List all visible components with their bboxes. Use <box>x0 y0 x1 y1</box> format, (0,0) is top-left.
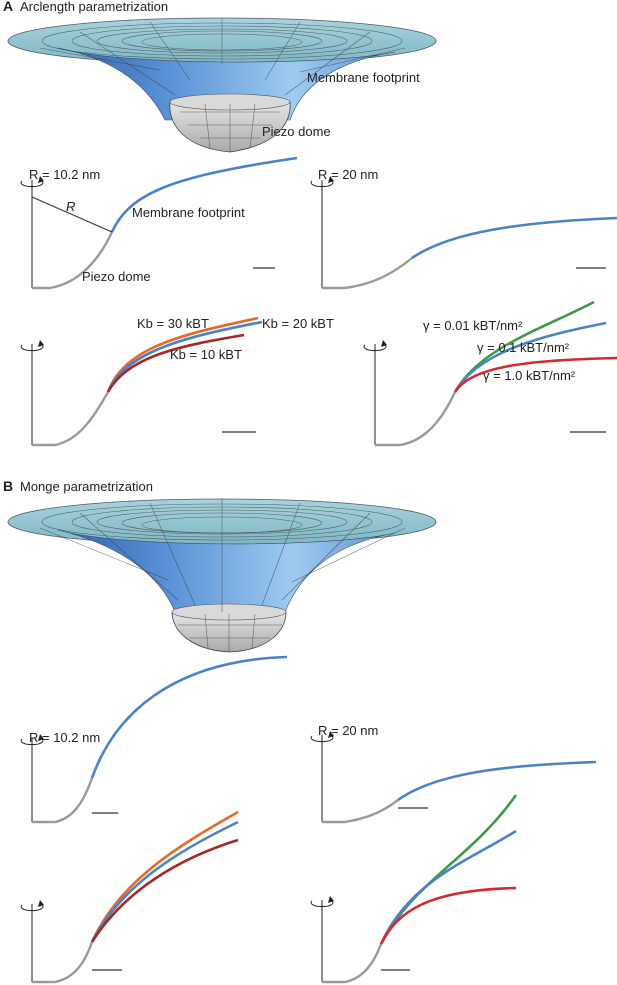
dome-profile <box>375 391 457 447</box>
arrowhead-icon <box>328 176 334 183</box>
label-gamma-10: γ = 1.0 kBT/nm² <box>483 368 576 383</box>
radius-label-b1: R = 10.2 nm <box>29 730 100 745</box>
label-kb-20: Kb = 20 kBT <box>262 316 334 331</box>
curve-gamma-10 <box>379 886 517 945</box>
membrane-profile <box>110 156 298 233</box>
dome-profile <box>322 257 413 290</box>
membrane-surface-3d-a <box>7 17 437 153</box>
plot-a3 <box>20 316 263 447</box>
dome-profile <box>322 943 383 984</box>
membrane-surface-3d-b <box>7 498 437 653</box>
arrowhead-icon <box>38 176 44 183</box>
label-membrane-footprint-2d: Membrane footprint <box>132 205 245 220</box>
rotation-arrow-icon <box>363 344 387 352</box>
arrowhead-icon <box>328 896 334 903</box>
label-piezo-dome-3d: Piezo dome <box>262 124 331 139</box>
section-b-heading: Monge parametrization <box>20 479 153 494</box>
arrowhead-icon <box>381 340 387 347</box>
plot-a4 <box>363 300 617 447</box>
membrane-profile <box>397 760 597 802</box>
plot-a1: R <box>20 156 298 290</box>
label-kb-30: Kb = 30 kBT <box>137 316 209 331</box>
radius-label-a1: R = 10.2 nm <box>29 167 100 182</box>
plot-b3 <box>20 810 239 984</box>
dome-profile <box>32 777 94 824</box>
curve-gamma-01 <box>453 321 607 393</box>
dome-profile <box>32 391 110 447</box>
panel-letter-b: B <box>3 478 13 494</box>
label-gamma-001: γ = 0.01 kBT/nm² <box>423 318 523 333</box>
rotation-arrow-icon <box>20 344 44 352</box>
radius-line <box>31 196 113 233</box>
arrowhead-icon <box>328 731 334 738</box>
arrowhead-icon <box>38 340 44 347</box>
rotation-arrow-icon <box>310 180 334 188</box>
rotation-arrow-icon <box>20 904 44 912</box>
label-piezo-dome-2d: Piezo dome <box>82 269 151 284</box>
plot-b2 <box>310 731 597 824</box>
plot-a2 <box>310 176 617 290</box>
dome-profile <box>322 799 399 824</box>
rotation-arrow-icon <box>310 900 334 908</box>
curve-kb-10 <box>90 838 239 943</box>
section-a-heading: Arclength parametrization <box>20 0 168 14</box>
curve-kb-20 <box>106 320 263 393</box>
radius-symbol: R <box>66 199 75 214</box>
arrowhead-icon <box>38 900 44 907</box>
dome-profile <box>32 231 114 290</box>
membrane-profile <box>411 216 617 260</box>
label-kb-10: Kb = 10 kBT <box>170 347 242 362</box>
radius-label-a2: R = 20 nm <box>318 167 378 182</box>
radius-label-b2: R = 20 nm <box>318 723 378 738</box>
label-membrane-footprint-3d: Membrane footprint <box>307 70 420 85</box>
label-gamma-01: γ = 0.1 kBT/nm² <box>477 340 570 355</box>
membrane-profile <box>90 655 288 779</box>
plot-b4 <box>310 794 518 984</box>
curve-gamma-01 <box>379 829 517 945</box>
dome-profile <box>32 941 94 984</box>
rotation-arrow-icon <box>310 735 334 743</box>
curve-kb-10 <box>106 333 245 393</box>
rotation-arrow-icon <box>20 180 44 188</box>
plot-b1 <box>20 655 288 824</box>
curve-kb-30 <box>90 810 239 943</box>
arrowhead-icon <box>38 734 44 741</box>
rotation-arrow-icon <box>20 738 44 746</box>
curve-gamma-10 <box>453 356 617 393</box>
curve-kb-20 <box>90 820 239 943</box>
panel-letter-a: A <box>3 0 13 14</box>
